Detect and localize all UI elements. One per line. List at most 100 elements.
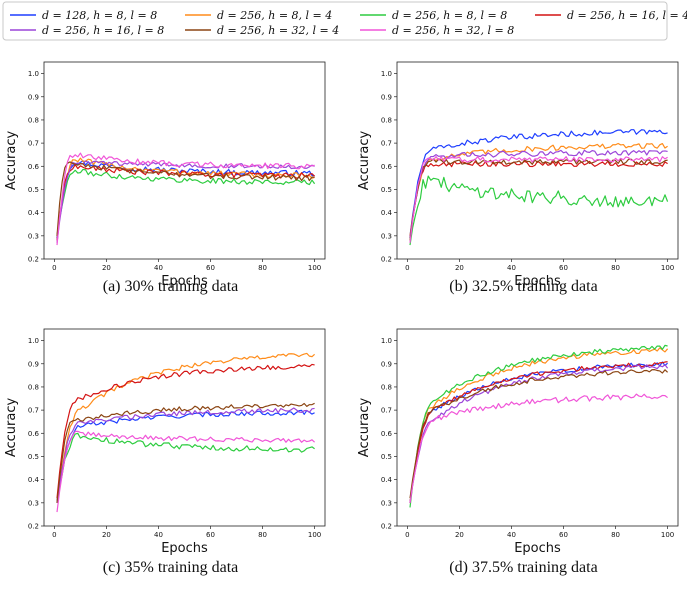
y-tick-label: 0.5 — [28, 186, 39, 194]
y-tick-label: 0.6 — [381, 163, 393, 171]
panel-caption: (c) 35% training data — [103, 559, 239, 576]
legend-frame — [2, 1, 668, 41]
y-tick-label: 0.9 — [28, 360, 39, 368]
legend-item: d = 256, h = 32, l = 4 — [185, 24, 339, 37]
x-tick-label: 0 — [52, 531, 56, 539]
y-tick-label: 1.0 — [28, 70, 39, 78]
x-tick-label: 0 — [405, 264, 409, 272]
x-tick-label: 80 — [258, 264, 267, 272]
y-tick-label: 0.3 — [28, 499, 39, 507]
y-tick-label: 0.7 — [28, 407, 39, 415]
x-tick-label: 100 — [308, 531, 321, 539]
series-line — [56, 352, 315, 503]
legend-item: d = 256, h = 16, l = 4 — [535, 9, 687, 22]
y-tick-label: 0.3 — [381, 232, 392, 240]
series-line — [409, 175, 669, 246]
series-line — [409, 347, 669, 503]
y-tick-label: 0.4 — [28, 209, 40, 217]
legend: d = 128, h = 8, l = 8 d = 256, h = 8, l =… — [2, 1, 687, 41]
y-axis-label: Accuracy — [357, 131, 372, 191]
y-axis-label: Accuracy — [357, 398, 372, 458]
x-tick-label: 20 — [102, 264, 111, 272]
y-tick-label: 0.8 — [28, 116, 39, 124]
chart-panel: 0.2 0.3 0.4 0.5 0.6 0.7 0.8 0.9 1.0 0 20 40 60 80 100 E… — [4, 328, 326, 576]
series-line — [56, 407, 315, 503]
y-tick-label: 0.3 — [381, 499, 392, 507]
series-line — [56, 432, 315, 503]
series-line — [409, 160, 668, 239]
series-line — [409, 344, 668, 508]
y-tick-label: 0.6 — [28, 163, 40, 171]
y-axis-label: Accuracy — [4, 398, 19, 458]
series-line — [409, 158, 668, 241]
x-tick-label: 40 — [507, 264, 516, 272]
series-line — [56, 430, 316, 513]
y-tick-label: 0.7 — [28, 140, 39, 148]
y-tick-label: 0.6 — [28, 430, 40, 438]
y-tick-label: 1.0 — [28, 337, 39, 345]
series-line — [56, 409, 315, 501]
legend-label: d = 256, h = 8, l = 4 — [217, 9, 332, 22]
x-axis-label: Epochs — [514, 541, 561, 556]
y-tick-label: 1.0 — [381, 337, 392, 345]
x-axis-label: Epochs — [161, 274, 208, 289]
y-tick-label: 0.8 — [28, 383, 39, 391]
y-tick-label: 0.9 — [28, 93, 39, 101]
y-tick-label: 0.4 — [28, 476, 40, 484]
plot-frame — [43, 328, 326, 527]
y-tick-label: 0.7 — [381, 140, 392, 148]
series-line — [56, 164, 316, 241]
y-tick-label: 0.8 — [381, 116, 392, 124]
y-tick-label: 0.5 — [381, 453, 392, 461]
plot-frame — [396, 328, 679, 527]
legend-item: d = 256, h = 16, l = 8 — [10, 24, 164, 37]
series-line — [56, 363, 315, 499]
y-tick-label: 0.4 — [381, 476, 393, 484]
x-tick-label: 80 — [611, 264, 620, 272]
series-line — [409, 149, 668, 239]
y-tick-label: 0.9 — [381, 93, 392, 101]
y-tick-label: 0.8 — [381, 383, 392, 391]
series-line — [409, 364, 669, 503]
series-line — [56, 161, 315, 236]
series-line — [409, 369, 669, 499]
panel-caption: (a) 30% training data — [103, 278, 239, 295]
series-line — [409, 156, 668, 243]
y-tick-label: 1.0 — [381, 70, 392, 78]
series-line — [56, 160, 315, 243]
series-line — [409, 129, 668, 236]
legend-label: d = 256, h = 16, l = 4 — [567, 9, 687, 22]
x-tick-label: 20 — [455, 264, 464, 272]
x-tick-label: 60 — [559, 264, 568, 272]
series-line — [409, 142, 668, 236]
legend-item: d = 256, h = 8, l = 4 — [185, 9, 332, 22]
y-tick-label: 0.2 — [28, 523, 39, 531]
x-tick-label: 20 — [102, 531, 111, 539]
y-tick-label: 0.3 — [28, 232, 39, 240]
legend-item: d = 256, h = 8, l = 8 — [360, 9, 507, 22]
x-tick-label: 40 — [154, 531, 163, 539]
y-tick-label: 0.2 — [381, 256, 392, 264]
y-tick-label: 0.5 — [28, 453, 39, 461]
y-tick-label: 0.7 — [381, 407, 392, 415]
series-line — [409, 361, 668, 503]
series-line — [56, 402, 315, 503]
y-tick-label: 0.4 — [381, 209, 393, 217]
y-tick-label: 0.6 — [381, 430, 393, 438]
x-tick-label: 40 — [507, 531, 516, 539]
x-axis-label: Epochs — [514, 274, 561, 289]
x-tick-label: 80 — [258, 531, 267, 539]
series-line — [56, 168, 316, 236]
x-tick-label: 60 — [206, 531, 215, 539]
y-axis-label: Accuracy — [4, 131, 19, 191]
x-tick-label: 20 — [455, 531, 464, 539]
chart-panel: 0.2 0.3 0.4 0.5 0.6 0.7 0.8 0.9 1.0 0 20 40 60 80 100 E… — [357, 328, 679, 576]
legend-label: d = 256, h = 32, l = 8 — [392, 24, 514, 37]
x-tick-label: 60 — [206, 264, 215, 272]
x-tick-label: 40 — [154, 264, 163, 272]
chart-panel: 0.2 0.3 0.4 0.5 0.6 0.7 0.8 0.9 1.0 0 20 40 60 80 100 E… — [357, 61, 679, 295]
legend-label: d = 256, h = 32, l = 4 — [217, 24, 339, 37]
x-tick-label: 60 — [559, 531, 568, 539]
series-line — [56, 152, 315, 246]
